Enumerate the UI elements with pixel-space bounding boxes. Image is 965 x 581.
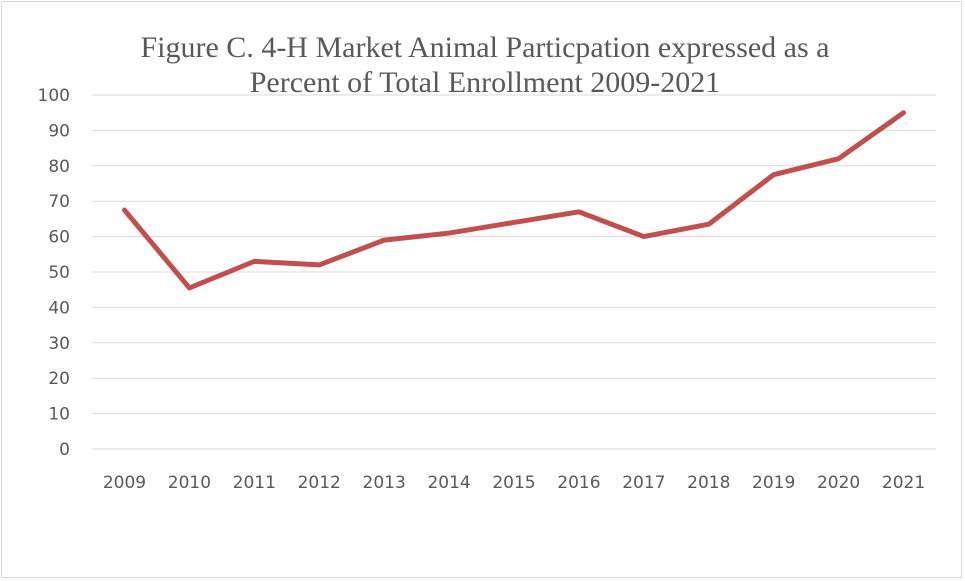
y-tick-label: 40 <box>48 298 70 318</box>
y-tick-label: 90 <box>48 121 70 141</box>
series-layer <box>121 110 907 291</box>
x-tick-label: 2011 <box>233 473 276 493</box>
y-tick-label: 30 <box>48 334 70 354</box>
y-tick-label: 60 <box>48 228 70 248</box>
y-tick-label: 70 <box>48 192 70 212</box>
chart-title-line-1: Figure C. 4-H Market Animal Particpation… <box>140 31 829 64</box>
y-tick-label: 20 <box>48 369 70 389</box>
x-axis-ticks: 2009 2010 2011 2012 2013 2014 2015 2016 2017 2018… <box>103 473 925 493</box>
x-tick-label: 2015 <box>492 473 535 493</box>
series-line-0 <box>121 110 907 291</box>
x-tick-label: 2013 <box>363 473 406 493</box>
x-tick-label: 2014 <box>427 473 470 493</box>
chart-title-line-2: Percent of Total Enrollment 2009-2021 <box>250 66 721 99</box>
y-tick-label: 80 <box>48 157 70 177</box>
x-tick-label: 2016 <box>557 473 600 493</box>
y-tick-label: 0 <box>59 440 70 460</box>
gridlines <box>92 94 936 450</box>
x-tick-label: 2009 <box>103 473 146 493</box>
y-axis-ticks: 0 10 20 30 40 50 60 70 80 90 100 <box>38 86 70 460</box>
x-tick-label: 2020 <box>817 473 860 493</box>
x-tick-label: 2018 <box>687 473 730 493</box>
x-tick-label: 2021 <box>882 473 925 493</box>
y-tick-label: 50 <box>48 263 70 283</box>
x-tick-label: 2010 <box>168 473 211 493</box>
y-tick-label: 100 <box>38 86 70 106</box>
y-tick-label: 10 <box>48 405 70 425</box>
x-tick-label: 2012 <box>298 473 341 493</box>
x-tick-label: 2019 <box>752 473 795 493</box>
x-tick-label: 2017 <box>622 473 665 493</box>
